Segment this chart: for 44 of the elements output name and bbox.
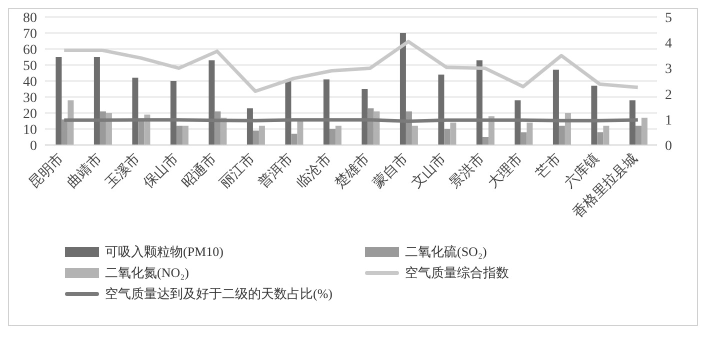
bar — [62, 119, 68, 145]
bar — [335, 126, 342, 145]
bar — [635, 126, 642, 145]
y2-tick-label: 0 — [665, 138, 672, 154]
bar — [56, 57, 62, 145]
y2-tick-label: 2 — [665, 88, 672, 103]
bar — [526, 122, 533, 145]
y-tick-label: 50 — [23, 58, 37, 74]
y-tick-label: 30 — [23, 90, 37, 106]
bar — [182, 126, 188, 145]
line-series — [62, 40, 640, 93]
bar — [641, 118, 648, 145]
bar — [603, 126, 610, 145]
bar — [176, 126, 182, 145]
y-tick-label: 10 — [23, 122, 37, 138]
y-tick-label: 60 — [23, 42, 37, 58]
y-tick-label: 80 — [23, 10, 37, 26]
bar — [558, 126, 565, 145]
legend-label: 二氧化硫(SO₂) — [405, 242, 487, 260]
y2-tick-label: 3 — [665, 62, 672, 78]
y2-tick-label: 5 — [665, 10, 672, 26]
bar — [297, 121, 304, 145]
bar — [291, 134, 298, 145]
y-tick-label: 20 — [23, 106, 37, 122]
y2-tick-label: 4 — [665, 36, 672, 52]
bar — [520, 132, 527, 145]
bar — [258, 126, 265, 145]
bar — [329, 129, 336, 145]
y-tick-label: 40 — [23, 74, 37, 90]
legend-label: 二氧化氮(NO₂) — [105, 264, 189, 282]
legend-label: 空气质量达到及好于二级的天数占比(%) — [105, 284, 332, 302]
legend-label: 空气质量综合指数 — [405, 264, 509, 282]
bar — [450, 122, 456, 145]
bar — [412, 126, 418, 145]
y2-tick-label: 1 — [665, 113, 672, 128]
bar — [444, 129, 450, 145]
bar — [368, 108, 374, 145]
bar — [252, 130, 259, 145]
y-tick-label: 70 — [23, 26, 37, 42]
legend-label: 可吸入颗粒物(PM10) — [105, 242, 224, 260]
bar — [597, 132, 604, 145]
bar — [68, 100, 74, 145]
bar — [482, 137, 488, 145]
x-tick-label: 芒市 — [533, 150, 564, 182]
